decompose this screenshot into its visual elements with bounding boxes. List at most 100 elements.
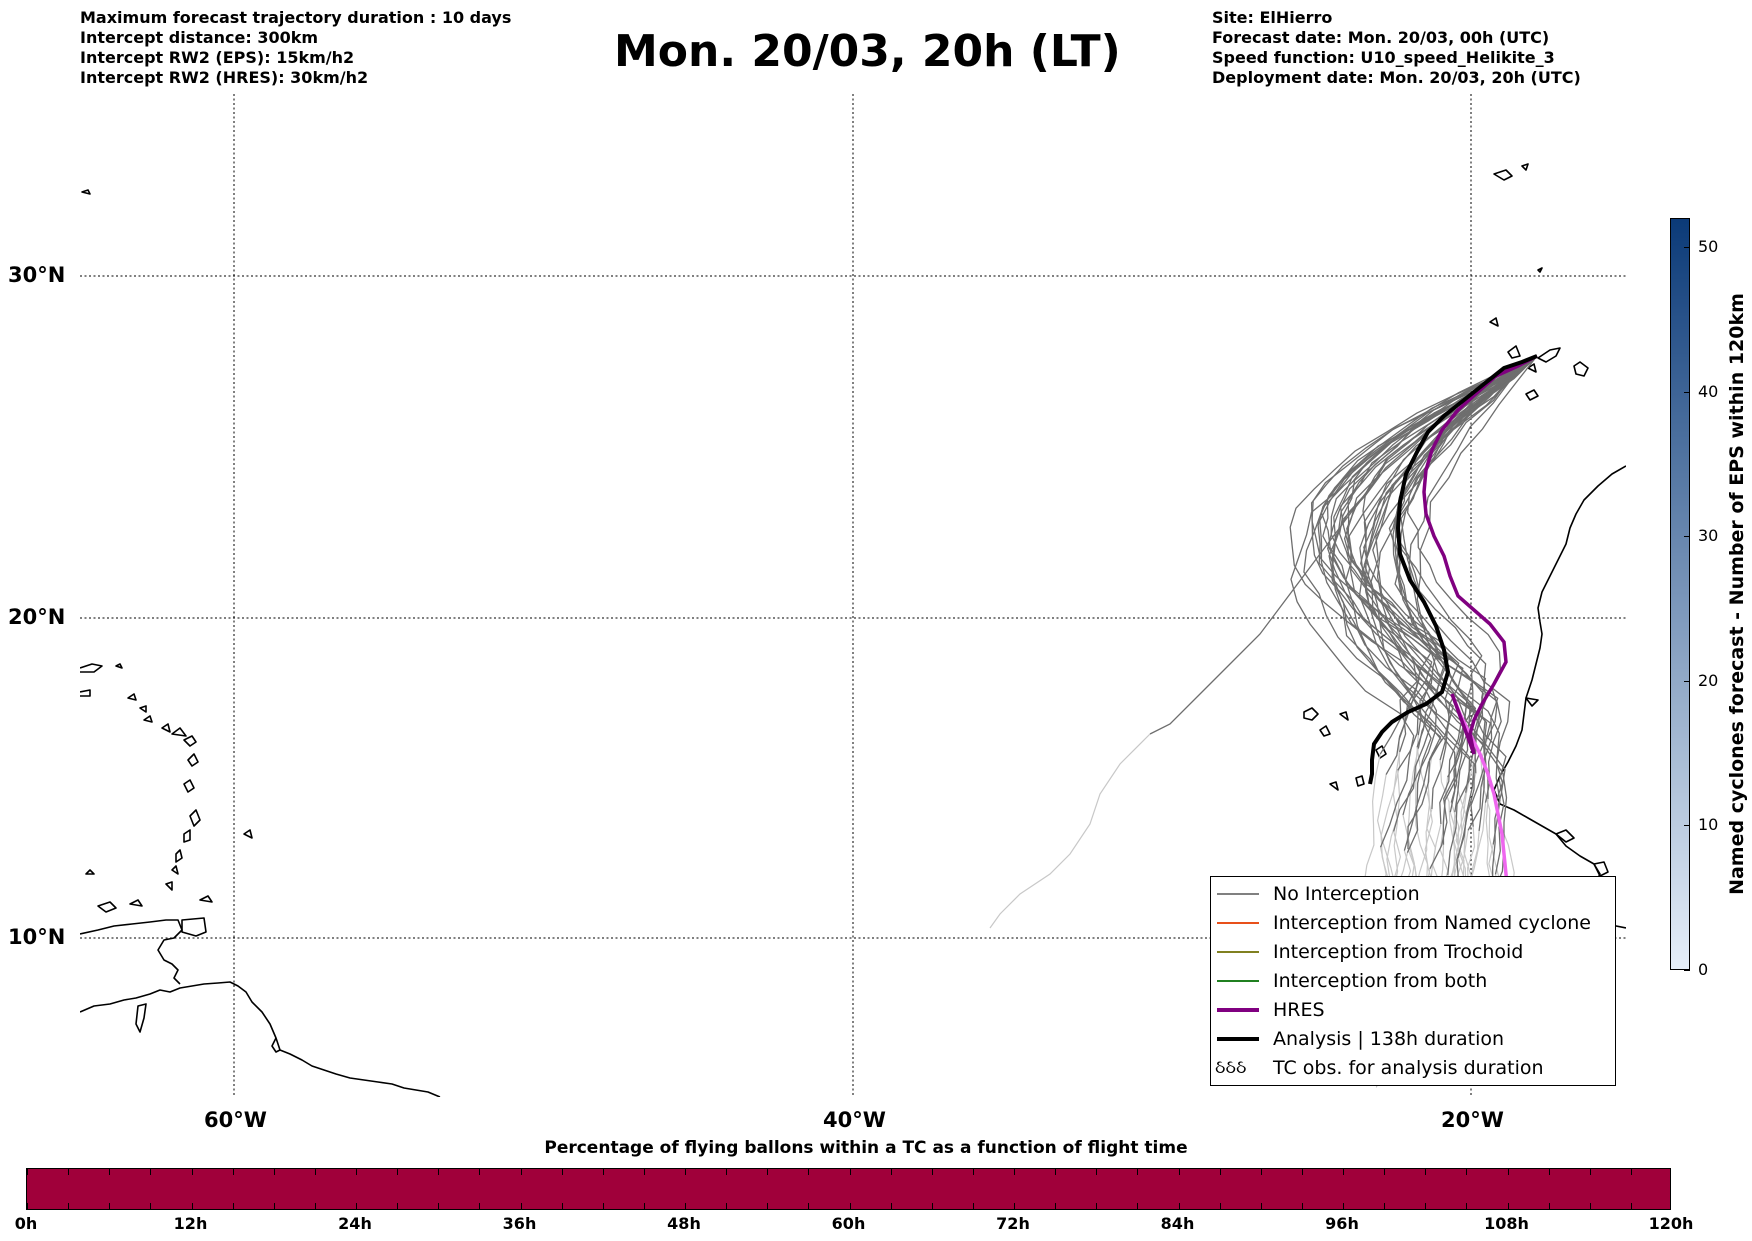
coast-canary-6 [1489,317,1499,327]
timebar-tick [1630,1203,1632,1209]
timebar-tick [1630,1169,1632,1175]
coastlines [80,163,1626,1097]
timebar-tick [232,1203,234,1209]
legend-label: TC obs. for analysis duration [1273,1057,1544,1079]
ensemble-trajectory [1303,355,1538,832]
coast-cape-verde-3 [1339,711,1349,721]
timebar-tick [1589,1169,1591,1175]
trajectory-map[interactable]: No Interception Interception from Named c… [80,94,1626,1097]
timebar-tick [356,1169,357,1175]
coast-antilles-11 [127,693,137,701]
ensemble-trajectory [1363,355,1538,825]
legend-item: Interception from Named cyclone [1211,910,1615,936]
ensemble-trajectory [1320,355,1538,741]
coast-antilles-9 [171,727,187,737]
timebar-tick [438,1203,440,1209]
timebar-tick [109,1203,111,1209]
coast-cape-verde-6 [1329,781,1339,791]
timebar-tick-label: 84h [1160,1214,1195,1233]
ensemble-trajectory [1332,355,1538,870]
coast-islands-5 [85,869,95,875]
timebar-tick [726,1203,728,1209]
timebar-tick [68,1203,70,1209]
coast-antigua [115,663,123,669]
page-title: Mon. 20/03, 20h (LT) [614,26,1121,77]
coast-gulf-stream-fragment [81,189,91,195]
coast-islands-3 [199,895,213,903]
ensemble-trajectory [1310,355,1538,761]
coast-africa-gambia [1555,829,1575,843]
legend-item: Interception from Trochoid [1211,939,1615,965]
timebar-tick [109,1169,111,1175]
coast-selvagens [1537,267,1543,273]
map-legend: No Interception Interception from Named c… [1210,876,1616,1086]
coast-antilles-5 [183,829,191,843]
timebar-tick [479,1169,481,1175]
timebar-tick [314,1203,316,1209]
coast-antilles-6 [175,849,183,863]
timebar-tick [808,1169,810,1175]
timebar-tick [1507,1203,1509,1209]
timebar-tick [1178,1203,1180,1209]
coast-antilles-2 [187,753,199,767]
colorbar-tick-mark [1684,680,1690,682]
coast-venezuela [80,919,183,985]
coast-madeira [1493,169,1513,181]
coast-antilles-10 [139,705,147,713]
coast-canary-2 [1507,345,1521,359]
timebar-tick [931,1203,933,1209]
legend-label: HRES [1273,999,1325,1021]
timebar-tick [1137,1169,1139,1175]
timebar-tick [849,1169,851,1175]
timebar-tick [1548,1203,1550,1209]
legend-label: Analysis | 138h duration [1273,1028,1505,1050]
timebar-tick [68,1169,70,1175]
timebar-tick [643,1203,645,1209]
timebar-tick [1548,1169,1550,1175]
coast-canary-4 [1573,361,1589,377]
legend-item: Analysis | 138h duration [1211,1026,1615,1052]
ensemble-trajectory [1370,355,1538,853]
timebar-tick [1219,1203,1221,1209]
timebar-tick [191,1203,193,1209]
colorbar-tick-mark [1684,825,1690,827]
ensemble-trajectory [1290,355,1538,848]
timebar-tick [520,1203,522,1209]
colorbar-tick-mark [1684,536,1690,538]
coast-cape-verde-5 [1375,745,1387,759]
timebar-tick-label: 72h [996,1214,1030,1233]
colorbar-tick-label: 20 [1698,670,1719,690]
timebar-tick [1055,1203,1057,1209]
coast-puerto-rico [80,663,103,673]
ensemble-trajectory-late [1439,760,1456,887]
coast-cape-verde-4 [1355,775,1365,787]
colorbar-tick-mark [1684,970,1690,971]
timebar-tick [1343,1169,1344,1175]
timebar-tick-label: 120h [1648,1214,1694,1233]
timebar-tick [808,1203,810,1209]
coast-madeira-2 [1521,163,1529,171]
timebar-tick-label: 24h [338,1214,372,1233]
cyclone-colorbar [1670,218,1690,970]
ensemble-trajectory [1330,355,1538,749]
colorbar-label: Named cyclones forecast - Number of EPS … [1726,293,1748,895]
timebar-tick [1466,1169,1468,1175]
timebar-tick [972,1169,974,1175]
timebar-tick [1219,1169,1221,1175]
timebar-tick [520,1169,522,1175]
deployment-date-text: Deployment date: Mon. 20/03, 20h (UTC) [1212,68,1581,87]
intercept-hres-text: Intercept RW2 (HRES): 30km/h2 [80,68,369,87]
timebar-tick [972,1203,974,1209]
legend-item-tc-obs: ઠઠઠ TC obs. for analysis duration [1211,1055,1615,1081]
timebar-tick-label: 48h [667,1214,701,1233]
map-canvas [80,94,1626,1097]
timebar-tick [1425,1169,1427,1175]
timebar-tick [602,1203,604,1209]
timebar-tick [27,1203,28,1209]
timebar-tick-label: 36h [502,1214,537,1233]
timebar-tick [1055,1169,1057,1175]
timebar-tick-label: 96h [1325,1214,1359,1233]
coast-antilles-8 [165,881,173,891]
timebar-title: Percentage of flying ballons within a TC… [544,1138,1188,1158]
timebar-tick [150,1203,152,1209]
